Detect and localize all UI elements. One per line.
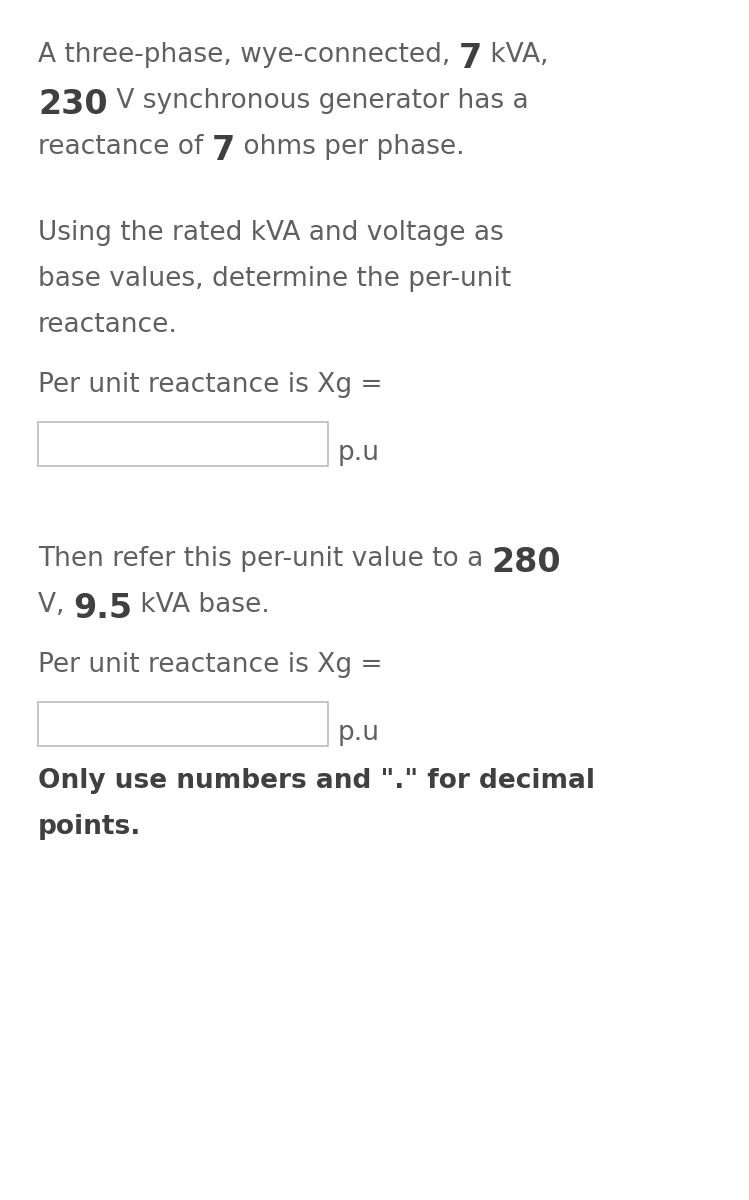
Text: Per unit reactance is Xg =: Per unit reactance is Xg = (38, 372, 383, 398)
Text: V,: V, (38, 592, 73, 618)
Text: reactance of: reactance of (38, 134, 212, 160)
Text: p.u: p.u (338, 440, 380, 466)
Text: reactance.: reactance. (38, 312, 178, 338)
Bar (38, 702, 328, 746)
Text: Then refer this per-unit value to a: Then refer this per-unit value to a (38, 546, 491, 572)
Text: 7: 7 (212, 134, 235, 167)
Text: p.u: p.u (338, 720, 380, 746)
Text: 280: 280 (491, 546, 561, 578)
Text: 230: 230 (38, 88, 108, 121)
Text: Per unit reactance is Xg =: Per unit reactance is Xg = (38, 652, 383, 678)
Text: A three-phase, wye-connected,: A three-phase, wye-connected, (38, 42, 458, 68)
Text: Only use numbers and "." for decimal: Only use numbers and "." for decimal (38, 768, 595, 794)
Text: kVA,: kVA, (482, 42, 548, 68)
Text: Using the rated kVA and voltage as: Using the rated kVA and voltage as (38, 220, 504, 246)
Text: ohms per phase.: ohms per phase. (235, 134, 464, 160)
Text: kVA base.: kVA base. (132, 592, 270, 618)
Text: V synchronous generator has a: V synchronous generator has a (108, 88, 528, 114)
Text: 9.5: 9.5 (73, 592, 132, 625)
Text: 7: 7 (458, 42, 482, 74)
Text: base values, determine the per-unit: base values, determine the per-unit (38, 266, 512, 292)
Bar (38, 422, 328, 466)
Text: points.: points. (38, 814, 142, 840)
